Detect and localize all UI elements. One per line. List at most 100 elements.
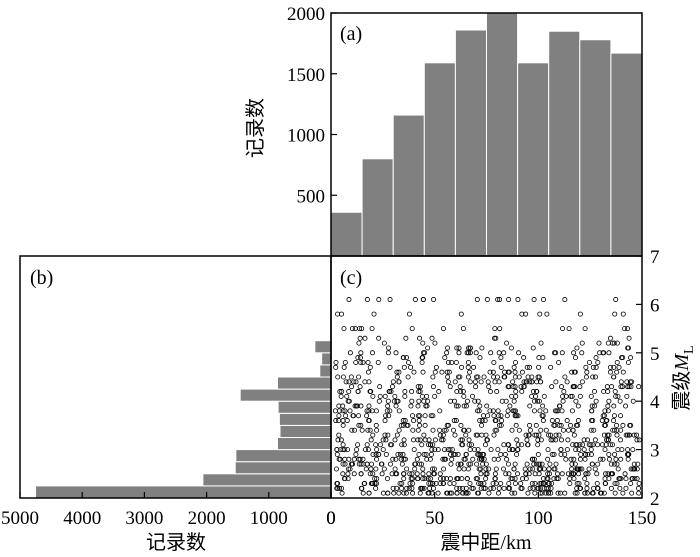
- panel-c-point: [512, 480, 518, 486]
- panel-c-point: [594, 480, 600, 486]
- panel-c-point: [386, 345, 392, 351]
- panel-c-point: [589, 451, 595, 457]
- panel-b-bars: [35, 291, 332, 499]
- panel-c-point: [504, 413, 510, 419]
- panel-a-y-tick-label: 1500: [287, 65, 325, 86]
- panel-c-point: [512, 359, 518, 365]
- panel-c-point: [340, 418, 346, 424]
- panel-c-point: [553, 350, 559, 356]
- panel-c-point: [628, 384, 634, 390]
- panel-c-point: [604, 384, 610, 390]
- panel-c-point: [373, 466, 379, 472]
- panel-c-point: [432, 369, 438, 375]
- panel-c-point: [411, 437, 417, 443]
- panel-c-point: [479, 422, 485, 428]
- panel-c-point: [477, 451, 483, 457]
- panel-c-point: [363, 466, 369, 472]
- panel-c-point: [380, 437, 386, 443]
- panel-c-point: [601, 432, 607, 438]
- panel-c-point: [623, 485, 629, 491]
- panel-c-point: [591, 389, 597, 395]
- panel-c-point: [358, 471, 364, 477]
- panel-c-point: [548, 432, 554, 438]
- panel-c-point: [575, 422, 581, 428]
- panel-c-point: [450, 427, 456, 433]
- panel-c-point: [593, 355, 599, 361]
- panel-c-point: [455, 374, 461, 380]
- panel-c-point: [358, 461, 364, 467]
- panel-c-point: [374, 456, 380, 462]
- panel-c-point: [588, 442, 594, 448]
- panel-c-point: [396, 427, 402, 433]
- panel-c-point: [451, 418, 457, 424]
- panel-c-point: [628, 422, 634, 428]
- panel-c-point: [469, 485, 475, 491]
- panel-c-point: [522, 466, 528, 472]
- panel-c-point: [464, 476, 470, 482]
- panel-c-point: [369, 408, 375, 414]
- panel-c-point: [354, 403, 360, 409]
- panel-c-point: [355, 355, 361, 361]
- panel-c-point: [348, 461, 354, 467]
- panel-c-point: [632, 476, 638, 482]
- panel-c-point: [605, 432, 611, 438]
- panel-b-x-tick-label: 4000: [63, 508, 101, 529]
- panel-c-y-tick-label: 5: [650, 344, 660, 365]
- panel-c-point: [479, 418, 485, 424]
- panel-c-point: [459, 437, 465, 443]
- panel-c-point: [474, 461, 480, 467]
- panel-c-point: [491, 456, 497, 462]
- panel-c-point: [432, 393, 438, 399]
- panel-b-x-tick-label: 2000: [188, 508, 226, 529]
- panel-c-point: [492, 379, 498, 385]
- panel-c-point: [472, 398, 478, 404]
- panel-c-point: [546, 480, 552, 486]
- panel-c-point: [588, 427, 594, 433]
- panel-c-point: [364, 413, 370, 419]
- panel-c-point: [515, 413, 521, 419]
- panel-c-point: [404, 485, 410, 491]
- panel-c-point: [486, 384, 492, 390]
- panel-c-x-tick-label: 50: [425, 508, 444, 529]
- panel-c-point: [539, 461, 545, 467]
- panel-c-point: [369, 350, 375, 356]
- panel-c-point: [569, 466, 575, 472]
- panel-b-x-axis-label: 记录数: [146, 531, 206, 554]
- panel-c-point: [583, 374, 589, 380]
- panel-c-point: [441, 466, 447, 472]
- panel-c-point: [516, 427, 522, 433]
- panel-c-point: [603, 471, 609, 477]
- panel-c-point: [482, 442, 488, 448]
- panel-c-point: [631, 461, 637, 467]
- panel-c-point: [628, 480, 634, 486]
- panel-c-point: [385, 398, 391, 404]
- panel-c-point: [580, 442, 586, 448]
- panel-c-point: [539, 490, 545, 496]
- panel-c-point: [481, 456, 487, 462]
- panel-c-point: [497, 326, 503, 332]
- panel-c-point: [394, 369, 400, 375]
- panel-c-point: [357, 355, 363, 361]
- panel-c-point: [623, 476, 629, 482]
- panel-c-point: [437, 427, 443, 433]
- panel-c-point: [402, 418, 408, 424]
- panel-c-point: [351, 379, 357, 385]
- panel-c-point: [583, 471, 589, 477]
- panel-c-point: [352, 427, 358, 433]
- panel-c-point: [536, 466, 542, 472]
- panel-c-point: [420, 369, 426, 375]
- panel-c-point: [415, 413, 421, 419]
- panel-c-point: [611, 364, 617, 370]
- panel-c-point: [465, 359, 471, 365]
- panel-c-point: [532, 432, 538, 438]
- panel-c-point: [609, 442, 615, 448]
- panel-c-point: [473, 432, 479, 438]
- panel-c-point: [443, 456, 449, 462]
- panel-c-point: [454, 490, 460, 496]
- panel-c-point: [505, 408, 511, 414]
- panel-c-point: [454, 485, 460, 491]
- panel-c-point: [340, 447, 346, 453]
- panel-c-point: [634, 432, 640, 438]
- panel-c-point: [364, 442, 370, 448]
- panel-c-point: [476, 480, 482, 486]
